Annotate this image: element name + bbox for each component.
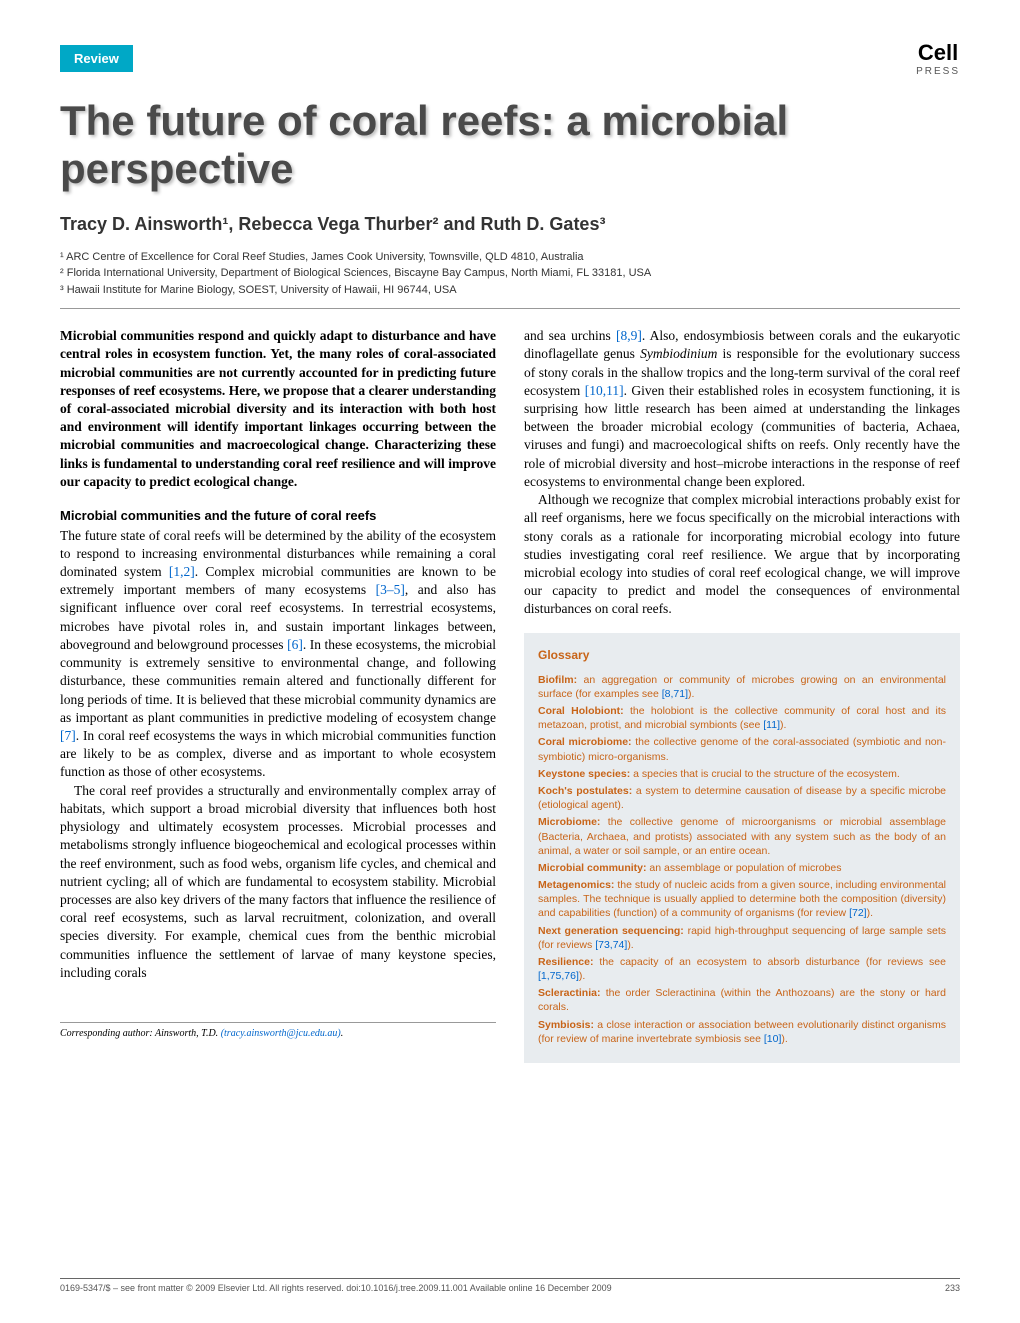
citation[interactable]: [73,74] — [595, 939, 627, 951]
citation[interactable]: [10,11] — [585, 383, 624, 398]
glossary-tail: ). — [780, 719, 786, 731]
glossary-def: a close interaction or association betwe… — [538, 1019, 946, 1045]
glossary-term: Coral microbiome: — [538, 736, 632, 748]
text: . Given their established roles in ecosy… — [524, 383, 960, 489]
glossary-term: Koch's postulates: — [538, 785, 632, 797]
glossary-def: an aggregation or community of microbes … — [538, 674, 946, 700]
citation[interactable]: [8,9] — [616, 328, 642, 343]
corr-tail: . — [341, 1028, 344, 1039]
paragraph-2: The coral reef provides a structurally a… — [60, 782, 496, 982]
affiliation-1: ¹ ARC Centre of Excellence for Coral Ree… — [60, 249, 960, 266]
text: . In coral reef ecosystems the ways in w… — [60, 728, 496, 779]
glossary-term: Scleractinia: — [538, 987, 600, 999]
footer: 0169-5347/$ – see front matter © 2009 El… — [60, 1278, 960, 1293]
citation[interactable]: [3–5] — [376, 582, 405, 597]
citation[interactable]: [8,71] — [662, 688, 688, 700]
corr-label: Corresponding author: — [60, 1028, 153, 1039]
glossary-item: Koch's postulates: a system to determine… — [538, 784, 946, 812]
glossary-tail: ). — [579, 970, 585, 982]
affiliations: ¹ ARC Centre of Excellence for Coral Ree… — [60, 249, 960, 299]
glossary-term: Next generation sequencing: — [538, 925, 684, 937]
glossary-def: the capacity of an ecosystem to absorb d… — [593, 956, 946, 968]
glossary-item: Scleractinia: the order Scleractinina (w… — [538, 986, 946, 1014]
logo-bottom: PRESS — [916, 66, 960, 77]
authors: Tracy D. Ainsworth¹, Rebecca Vega Thurbe… — [60, 214, 960, 235]
logo-top: Cell — [918, 40, 958, 66]
left-column: Microbial communities respond and quickl… — [60, 327, 496, 1063]
glossary-box: Glossary Biofilm: an aggregation or comm… — [524, 633, 960, 1063]
paragraph-3: and sea urchins [8,9]. Also, endosymbios… — [524, 327, 960, 491]
citation[interactable]: [72] — [849, 907, 867, 919]
glossary-def: the collective genome of microorganisms … — [538, 816, 946, 856]
section-heading: Microbial communities and the future of … — [60, 507, 496, 525]
glossary-term: Biofilm: — [538, 674, 577, 686]
species-name: Symbiodinium — [640, 346, 717, 361]
citation[interactable]: [6] — [287, 637, 303, 652]
glossary-item: Microbial community: an assemblage or po… — [538, 861, 946, 875]
glossary-term: Microbiome: — [538, 816, 600, 828]
page-number: 233 — [945, 1283, 960, 1293]
citation[interactable]: [11] — [763, 719, 780, 731]
citation[interactable]: [1,2] — [169, 564, 195, 579]
corr-name: Ainsworth, T.D. — [153, 1028, 221, 1039]
glossary-def: an assemblage or population of microbes — [647, 862, 842, 874]
footer-citation: 0169-5347/$ – see front matter © 2009 El… — [60, 1283, 612, 1293]
right-column: and sea urchins [8,9]. Also, endosymbios… — [524, 327, 960, 1063]
glossary-term: Resilience: — [538, 956, 593, 968]
paragraph-4: Although we recognize that complex micro… — [524, 491, 960, 619]
affiliation-2: ² Florida International University, Depa… — [60, 265, 960, 282]
glossary-def: the order Scleractinina (within the Anth… — [538, 987, 946, 1013]
glossary-term: Coral Holobiont: — [538, 705, 624, 717]
glossary-item: Biofilm: an aggregation or community of … — [538, 673, 946, 701]
text: and sea urchins — [524, 328, 616, 343]
abstract: Microbial communities respond and quickl… — [60, 327, 496, 491]
glossary-term: Metagenomics: — [538, 879, 614, 891]
glossary-tail: ). — [781, 1033, 787, 1045]
glossary-title: Glossary — [538, 647, 946, 663]
glossary-tail: ). — [867, 907, 873, 919]
publisher-logo: Cell PRESS — [916, 40, 960, 77]
citation[interactable]: [7] — [60, 728, 76, 743]
citation[interactable]: [10] — [764, 1033, 782, 1045]
glossary-def: a species that is crucial to the structu… — [630, 768, 900, 780]
review-badge: Review — [60, 45, 133, 72]
glossary-item: Coral microbiome: the collective genome … — [538, 735, 946, 763]
glossary-term: Keystone species: — [538, 768, 630, 780]
glossary-tail: ). — [688, 688, 694, 700]
glossary-item: Symbiosis: a close interaction or associ… — [538, 1018, 946, 1046]
corresponding-author: Corresponding author: Ainsworth, T.D. (t… — [60, 1022, 496, 1041]
glossary-item: Metagenomics: the study of nucleic acids… — [538, 878, 946, 921]
glossary-item: Resilience: the capacity of an ecosystem… — [538, 955, 946, 983]
glossary-term: Symbiosis: — [538, 1019, 594, 1031]
glossary-tail: ). — [627, 939, 633, 951]
affiliation-3: ³ Hawaii Institute for Marine Biology, S… — [60, 282, 960, 299]
glossary-item: Microbiome: the collective genome of mic… — [538, 815, 946, 858]
glossary-term: Microbial community: — [538, 862, 647, 874]
glossary-item: Keystone species: a species that is cruc… — [538, 767, 946, 781]
paragraph-1: The future state of coral reefs will be … — [60, 527, 496, 782]
article-title: The future of coral reefs: a microbial p… — [60, 97, 960, 194]
divider — [60, 308, 960, 309]
glossary-item: Next generation sequencing: rapid high-t… — [538, 924, 946, 952]
corr-email[interactable]: (tracy.ainsworth@jcu.edu.au) — [221, 1028, 341, 1039]
glossary-item: Coral Holobiont: the holobiont is the co… — [538, 704, 946, 732]
citation[interactable]: [1,75,76] — [538, 970, 579, 982]
